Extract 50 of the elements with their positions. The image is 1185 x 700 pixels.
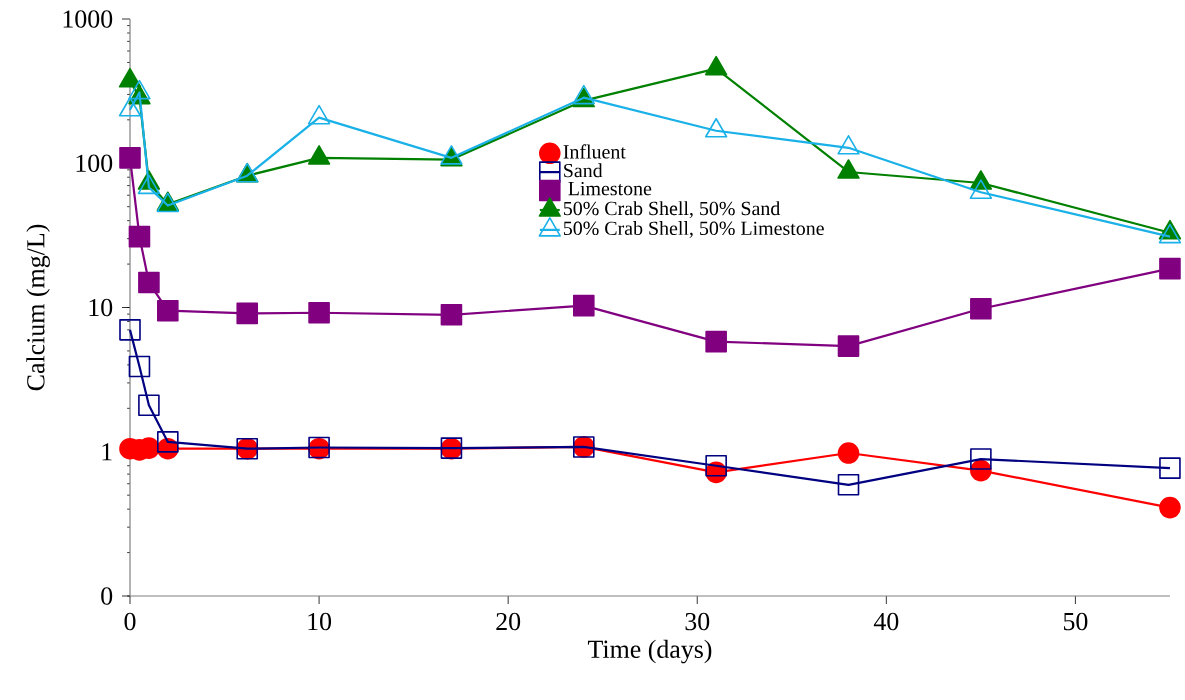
point: [705, 454, 727, 477]
legend-label: 50% Crab Shell, 50% Limestone: [563, 221, 824, 238]
point: [157, 299, 179, 322]
x-tick-label: 40: [873, 612, 899, 631]
point: [157, 431, 179, 453]
x-tick-label: 0: [124, 612, 136, 631]
point: [308, 301, 330, 324]
legend-label: Limestone: [568, 181, 652, 196]
point: [440, 304, 463, 326]
y-axis-title: Calcium (mg/L): [26, 224, 50, 391]
y-tick-label: 100: [76, 154, 113, 172]
point: [138, 271, 160, 294]
point: [837, 474, 860, 496]
point: [837, 335, 860, 357]
point: [128, 355, 151, 378]
y-tick-label: 1000: [63, 10, 113, 28]
y-tick-label: 0: [101, 587, 113, 605]
x-axis-title: Time (days): [587, 639, 712, 664]
point: [1159, 496, 1181, 519]
y-tick-label: 10: [89, 298, 113, 317]
point: [118, 96, 142, 117]
point: [128, 225, 151, 248]
x-tick-label: 30: [685, 612, 710, 631]
point: [969, 179, 993, 199]
point: [128, 79, 151, 100]
x-tick-label: 50: [1063, 612, 1088, 631]
point: [970, 297, 992, 320]
point: [118, 67, 142, 88]
point: [307, 145, 331, 165]
point: [307, 104, 331, 125]
x-tick-label: 20: [496, 612, 521, 631]
legend-label: Sand: [564, 163, 603, 178]
legend-label: 50% Crab Shell, 50% Sand: [563, 201, 781, 219]
point: [119, 319, 141, 341]
point: [705, 330, 727, 353]
legend-label: Influent: [563, 144, 626, 159]
point: [1159, 457, 1181, 479]
point: [573, 294, 595, 317]
point: [704, 117, 728, 138]
point: [138, 394, 160, 417]
point: [704, 55, 728, 76]
point: [837, 134, 860, 155]
point: [837, 159, 860, 179]
point: [837, 442, 860, 464]
y-tick-label: 1: [102, 443, 112, 461]
point: [970, 448, 992, 470]
point: [236, 302, 259, 325]
x-tick-label: 10: [308, 612, 332, 631]
point: [1159, 257, 1181, 280]
point: [137, 174, 161, 195]
